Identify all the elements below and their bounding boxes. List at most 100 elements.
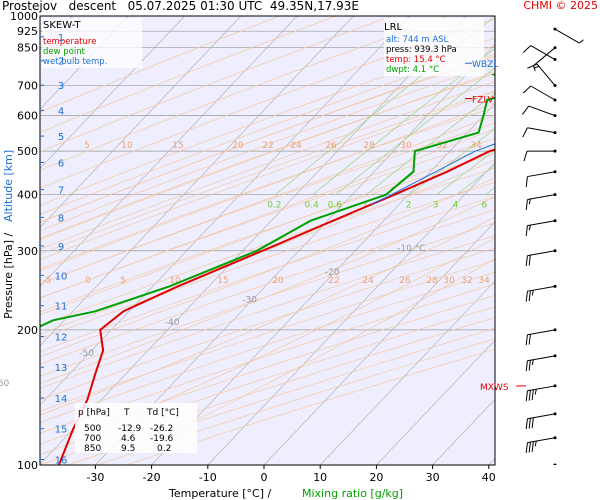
wind-barb — [525, 354, 557, 372]
theta-label: 30 — [443, 276, 455, 286]
mixing-ratio-label: 0.2 — [267, 201, 281, 211]
x-axis-label-temperature: Temperature [°C] — [168, 487, 264, 500]
theta-label: 30 — [400, 141, 412, 151]
temperature-tick-label: 40 — [482, 471, 496, 484]
wind-barb — [523, 149, 557, 162]
wind-barb — [525, 170, 557, 187]
isotherm-line — [40, 16, 354, 347]
pressure-tick-label: 100 — [17, 459, 38, 472]
pressure-tick-label: 1000 — [10, 10, 38, 23]
isotherm-line — [319, 280, 495, 465]
theta-label: 22 — [328, 276, 339, 286]
moist-adiabat — [40, 53, 495, 223]
mixing-ratio-line — [550, 16, 600, 195]
pressure-tick-label: 300 — [17, 245, 38, 258]
altitude-tick-label: 12 — [55, 332, 68, 343]
mixing-ratio-label: 17 — [558, 201, 569, 211]
mixing-ratio-line — [365, 92, 495, 196]
moist-adiabat — [40, 91, 495, 260]
moist-adiabat — [40, 102, 495, 272]
data-table: p [hPa] T Td [°C] 500 -12.9 -26.2 700 4.… — [75, 403, 197, 454]
isotherm-label: -40 — [165, 318, 180, 328]
dry-adiabat — [40, 153, 495, 313]
level-markers: MXWS FZLV WBZL — [465, 60, 526, 393]
copyright-label: CHMI © 2025 — [523, 0, 598, 12]
altitude-tick-label: 2 — [58, 57, 64, 68]
chart-header: Prostejov descent 05.07.2025 01:30 UTC 4… — [0, 0, 600, 14]
mixing-ratio-line — [409, 128, 495, 196]
theta-label: 34 — [470, 141, 482, 151]
theta-label: 32 — [436, 141, 447, 151]
isotherm-label: -10 °C — [397, 244, 425, 254]
theta-label: 22 — [262, 141, 273, 151]
moist-adiabat — [40, 114, 495, 285]
altitude-tick-label: 14 — [55, 394, 68, 405]
theta-label: 10 — [169, 276, 181, 286]
theta-label: 28 — [426, 276, 438, 286]
temperature-tick-label: 20 — [369, 471, 383, 484]
dry-adiabat — [40, 209, 495, 365]
dry-adiabat — [40, 122, 495, 285]
mixing-ratio-line — [524, 16, 600, 195]
altitude-tick-label: 9 — [58, 242, 64, 253]
temperature-tick-label: -20 — [143, 471, 161, 484]
pressure-tick-label: 200 — [17, 324, 38, 337]
y-axis-label-altitude: Altitude [km] — [2, 150, 15, 222]
parcel-line — [494, 250, 495, 251]
moist-adiabat — [95, 237, 495, 430]
mixing-ratio-line — [597, 16, 600, 195]
dry-adiabat — [40, 195, 495, 352]
svg-text:-12.9: -12.9 — [118, 424, 142, 434]
mixing-ratio-label: 12 — [531, 201, 542, 211]
mixing-ratio-line — [538, 16, 600, 195]
dry-adiabat — [40, 235, 495, 389]
mixing-ratio-line — [312, 47, 495, 196]
mixing-ratio-label: 3 — [433, 201, 439, 211]
dry-adiabat — [40, 259, 495, 412]
moist-adiabat — [40, 177, 495, 358]
theta-label: 10 — [121, 141, 133, 151]
table-row: 850 9.5 0.2 — [84, 444, 171, 454]
wind-barb — [525, 412, 557, 430]
dry-adiabat — [40, 167, 495, 326]
altitude-tick-label: 8 — [58, 213, 64, 224]
mixing-ratio-label: 2 — [406, 201, 412, 211]
table-header-t: T — [123, 408, 130, 418]
level-marker-label: FZLV — [472, 96, 494, 106]
wind-barb — [553, 27, 584, 44]
y-axis-label-separator: / — [2, 229, 15, 240]
wind-barb — [522, 85, 557, 102]
svg-text:0.2: 0.2 — [157, 444, 171, 454]
isotherm-label: -60 — [0, 379, 10, 389]
wind-barbs — [522, 27, 584, 465]
wind-barb — [522, 127, 557, 138]
wind-barb — [552, 463, 557, 465]
dry-adiabat — [40, 73, 495, 239]
theta-label: 20 — [232, 141, 244, 151]
isotherm-line — [40, 16, 185, 169]
moist-adiabat — [177, 258, 495, 430]
altitude-tick-label: 7 — [58, 186, 64, 197]
plot-frame — [39, 15, 496, 466]
isotherm-line — [151, 103, 495, 465]
lrl-altitude: alt: 744 m ASL — [386, 35, 449, 45]
dry-adiabat — [40, 283, 495, 434]
isotherm-line — [40, 16, 298, 288]
dry-adiabat — [40, 16, 449, 171]
wind-barb — [525, 436, 557, 454]
plot-background — [40, 16, 495, 465]
pressure-tick-label: 850 — [17, 42, 38, 55]
lrl-temperature: temp: 15.4 °C — [386, 55, 446, 65]
isotherm-label: -50 — [79, 349, 94, 359]
theta-label: 28 — [363, 141, 375, 151]
dry-adiabat — [40, 271, 495, 423]
svg-text:-26.2: -26.2 — [150, 424, 173, 434]
moist-adiabat — [40, 81, 495, 250]
wind-barb — [527, 63, 557, 88]
mixing-ratio-label: 25 — [590, 201, 600, 211]
svg-text:-19.6: -19.6 — [150, 434, 174, 444]
theta-label: 26 — [325, 141, 337, 151]
dry-adiabat — [40, 106, 495, 270]
table-header-p: p [hPa] — [78, 408, 110, 418]
wind-barb — [525, 284, 557, 302]
